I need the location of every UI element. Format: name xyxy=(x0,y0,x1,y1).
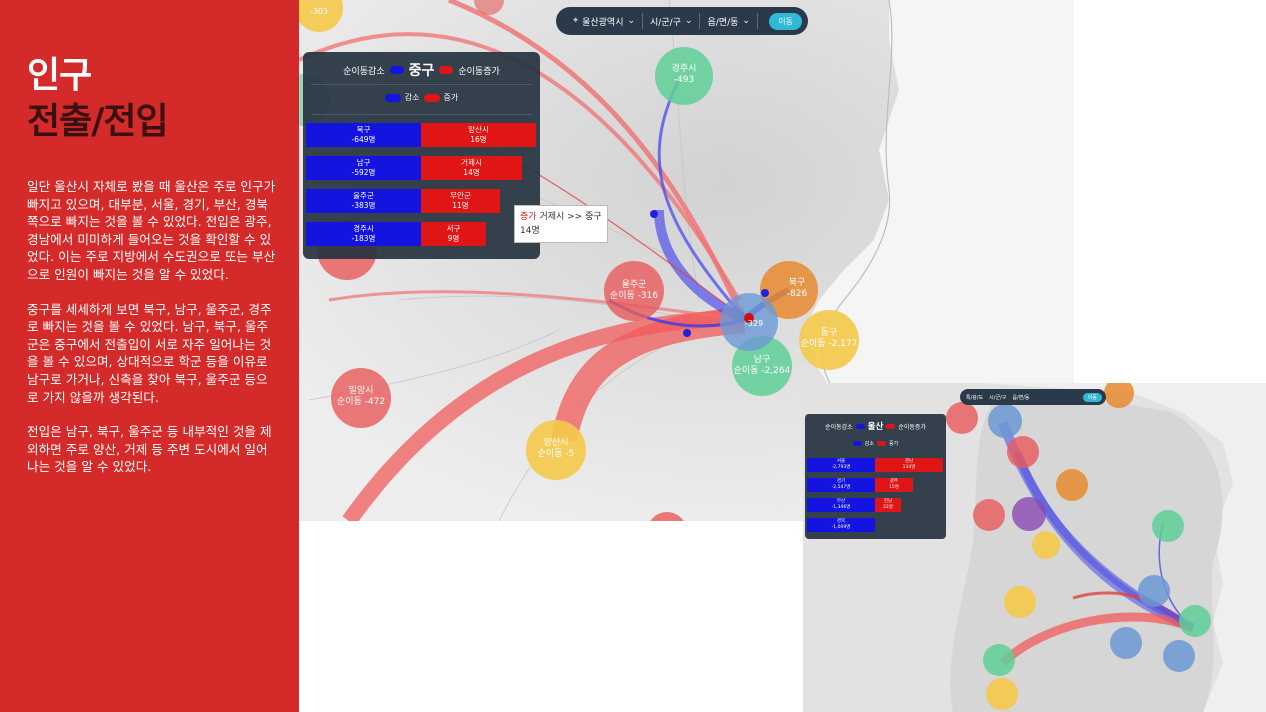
label-uljugun: 울주군 순이동 -316 xyxy=(609,280,659,301)
increase-swatch xyxy=(439,66,454,74)
flow-legend-panel: 순이동감소 중구 순이동증가 감소 증가 북구 -649명 양산시 16명 남구 -5… xyxy=(303,52,540,259)
increase-bar[interactable]: 무안군 11명 xyxy=(421,189,500,213)
legend-header: 순이동감소 중구 순이동증가 xyxy=(303,60,540,80)
chevron-down-icon: ⌄ xyxy=(627,16,636,26)
map-right-blank xyxy=(1074,0,1266,383)
inset-decrease-bar[interactable]: 경북 -1,009명 xyxy=(807,518,875,532)
label-gyeongju: 경주시 -493 xyxy=(671,64,697,85)
circle-bukgu[interactable] xyxy=(760,261,818,319)
circle-top-left[interactable] xyxy=(299,0,343,32)
city-select[interactable]: ⌖ 울산광역시 ⌄ xyxy=(566,13,644,29)
label-miryang: 밀양시 순이동 -472 xyxy=(336,386,386,407)
label-donggu: 동구 순이동 -2,177 xyxy=(800,328,858,349)
chevron-down-icon: ⌄ xyxy=(684,16,693,26)
slide-text-panel: 인구 전출/전입 일단 울산시 자체로 봤을 때 울산은 주로 인구가 빠지고 … xyxy=(0,0,299,712)
circle-donggu[interactable] xyxy=(799,310,859,370)
location-pin-icon: ⌖ xyxy=(573,16,579,26)
label-yangsan: 양산시 순이동 -5 xyxy=(537,438,575,459)
inset-decrease-bar[interactable]: 부산 -1,346명 xyxy=(807,498,875,512)
paragraph-3: 전입은 남구, 북구, 울주군 등 내부적인 것을 제외하면 주로 양산, 거제… xyxy=(27,424,272,475)
flow-tooltip: 증가 거제시 >> 중구 14명 xyxy=(514,205,608,243)
decrease-bar[interactable]: 남구 -592명 xyxy=(306,156,421,180)
slide-body: 일단 울산시 자체로 봤을 때 울산은 주로 인구가 빠지고 있으며, 대부분,… xyxy=(27,178,279,493)
legend-center-region: 중구 xyxy=(408,63,435,79)
divider xyxy=(311,114,532,115)
circle-gyeongju[interactable] xyxy=(655,47,713,105)
decrease-bar[interactable]: 북구 -649명 xyxy=(306,123,421,147)
inset-region-selector-bar: 특/광/도 시/군/구 읍/면/동 이동 xyxy=(960,389,1106,405)
circle-uljugun[interactable] xyxy=(604,261,664,321)
chevron-down-icon: ⌄ xyxy=(742,16,750,26)
paragraph-2: 중구를 세세하게 보면 북구, 남구, 울주군, 경주로 빠지는 것을 볼 수 … xyxy=(27,301,272,405)
increase-bar[interactable]: 서구 9명 xyxy=(421,222,486,246)
label-namgu: 남구 순이동 -2,264 xyxy=(733,355,791,376)
inset-legend-panel: 순이동감소 울산 순이동증가 감소 증가 서울 -2,793명 경남 134명 경기… xyxy=(805,414,946,539)
circle-top[interactable] xyxy=(474,0,504,15)
label-junggu: -329 xyxy=(744,319,764,328)
paragraph-1: 일단 울산시 자체로 봤을 때 울산은 주로 인구가 빠지고 있으며, 대부분,… xyxy=(27,179,276,282)
decrease-swatch xyxy=(389,66,404,74)
label-top-left: -303 xyxy=(309,7,329,16)
decrease-bar[interactable]: 경주시 -183명 xyxy=(306,222,421,246)
slide-title-line1: 인구 xyxy=(27,55,92,96)
legend-subheader: 감소 증가 xyxy=(303,92,540,103)
inset-district-select[interactable]: 시/군/구 xyxy=(989,394,1007,401)
circle-namgu[interactable] xyxy=(732,336,792,396)
region-selector-bar: ⌖ 울산광역시 ⌄ 시/군/구 ⌄ 읍/면/동 ⌄ 이동 xyxy=(556,7,808,35)
district-select[interactable]: 시/군/구 ⌄ xyxy=(643,13,701,29)
circle-yangsan[interactable] xyxy=(526,420,586,480)
circle-bottom[interactable] xyxy=(647,512,687,521)
inset-move-button[interactable]: 이동 xyxy=(1082,392,1102,402)
town-select[interactable]: 읍/면/동 ⌄ xyxy=(700,13,758,29)
inset-increase-bar[interactable]: 경남 134명 xyxy=(875,458,943,472)
inset-increase-bar[interactable]: 전남 22명 xyxy=(875,498,901,512)
decrease-bar[interactable]: 울주군 -383명 xyxy=(306,189,421,213)
move-button[interactable]: 이동 xyxy=(769,12,802,30)
inset-legend-subheader: 감소 증가 xyxy=(805,440,946,447)
circle-miryang[interactable] xyxy=(331,368,391,428)
increase-bar[interactable]: 양산시 16명 xyxy=(421,123,536,147)
inset-increase-bar[interactable]: 광주 15명 xyxy=(875,478,913,492)
inset-city-select[interactable]: 특/광/도 xyxy=(966,394,984,401)
label-bukgu: 북구 -826 xyxy=(786,278,808,299)
inset-legend-header: 순이동감소 울산 순이동증가 xyxy=(825,422,926,432)
inset-town-select[interactable]: 읍/면/동 xyxy=(1012,394,1030,401)
inset-decrease-bar[interactable]: 서울 -2,793명 xyxy=(807,458,875,472)
divider xyxy=(311,84,532,85)
increase-bar[interactable]: 거제시 14명 xyxy=(421,156,522,180)
inset-decrease-bar[interactable]: 경기 -2,547명 xyxy=(807,478,875,492)
slide-title-line2: 전출/전입 xyxy=(27,101,169,142)
